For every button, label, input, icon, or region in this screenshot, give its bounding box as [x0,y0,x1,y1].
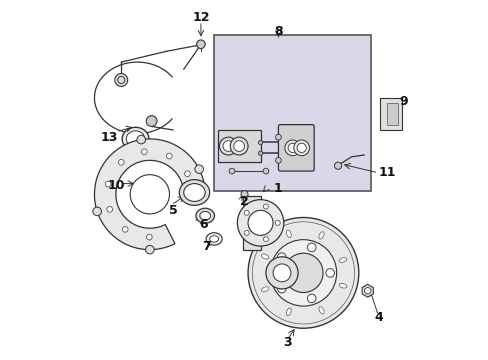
Circle shape [296,143,305,153]
Ellipse shape [261,287,268,292]
Circle shape [130,175,169,214]
Polygon shape [362,284,372,297]
Text: 10: 10 [107,179,124,192]
Circle shape [137,135,145,144]
Bar [217,130,260,162]
Ellipse shape [126,131,144,147]
Circle shape [263,168,268,174]
Circle shape [263,237,268,242]
Ellipse shape [286,308,291,316]
Ellipse shape [122,127,149,150]
Ellipse shape [318,307,324,314]
Circle shape [364,288,370,294]
Circle shape [283,253,323,293]
Circle shape [106,207,112,212]
Circle shape [275,134,281,140]
Circle shape [118,159,124,165]
Text: 5: 5 [168,204,177,217]
Circle shape [265,257,298,289]
Circle shape [277,284,285,293]
Text: 4: 4 [373,311,382,324]
Bar [214,35,370,191]
Circle shape [244,230,249,235]
Circle shape [237,200,283,246]
Text: 13: 13 [100,131,117,144]
Text: 11: 11 [378,166,395,179]
FancyBboxPatch shape [278,125,313,171]
Text: 8: 8 [274,25,282,38]
Circle shape [141,149,147,155]
Text: 9: 9 [398,95,407,108]
Bar [386,103,397,125]
Circle shape [223,141,233,152]
Circle shape [307,243,315,252]
Ellipse shape [339,283,346,288]
Circle shape [146,116,157,126]
Circle shape [196,40,205,49]
Circle shape [105,181,111,187]
Bar [380,98,401,130]
Text: 12: 12 [192,11,210,24]
Ellipse shape [286,230,291,238]
Circle shape [115,73,127,86]
Circle shape [272,264,290,282]
Circle shape [219,137,237,155]
Circle shape [146,234,152,240]
Circle shape [293,140,309,156]
Ellipse shape [183,184,205,202]
Text: 6: 6 [199,218,207,231]
Circle shape [263,204,268,209]
Circle shape [247,210,272,235]
Circle shape [285,140,300,156]
Text: 2: 2 [240,195,248,208]
Circle shape [244,210,249,215]
Text: 3: 3 [283,336,291,349]
Ellipse shape [209,236,218,242]
Circle shape [270,240,336,306]
Circle shape [258,151,262,156]
Circle shape [334,162,341,169]
Text: 7: 7 [202,240,211,253]
Circle shape [287,143,297,153]
Text: 1: 1 [273,183,282,195]
Circle shape [195,165,203,174]
Circle shape [325,269,334,277]
Ellipse shape [339,258,346,262]
Circle shape [258,140,262,145]
Circle shape [247,217,358,328]
Circle shape [93,207,101,216]
Circle shape [241,191,247,198]
Circle shape [307,294,315,303]
Circle shape [275,157,281,163]
Circle shape [184,171,190,177]
Ellipse shape [200,211,210,220]
Bar [242,196,260,249]
Circle shape [229,168,234,174]
Ellipse shape [261,254,268,259]
Ellipse shape [318,232,324,239]
Ellipse shape [196,208,214,223]
Circle shape [145,246,154,254]
Polygon shape [94,139,204,249]
Circle shape [230,137,247,155]
Circle shape [233,141,244,152]
Circle shape [277,253,285,261]
Ellipse shape [205,233,222,245]
Circle shape [166,153,172,159]
Circle shape [275,220,280,225]
Ellipse shape [179,180,209,205]
Circle shape [122,226,128,232]
